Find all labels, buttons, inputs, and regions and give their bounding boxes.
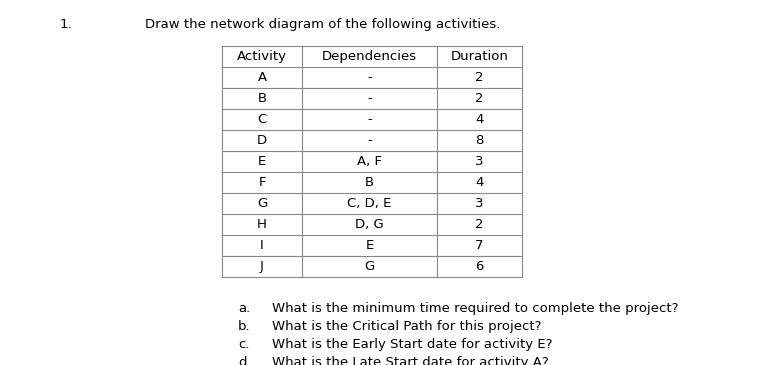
Text: What is the Early Start date for activity E?: What is the Early Start date for activit…	[272, 338, 553, 351]
Text: a.: a.	[238, 302, 250, 315]
Text: 6: 6	[476, 260, 483, 273]
Text: 2: 2	[475, 218, 483, 231]
Text: 4: 4	[476, 113, 483, 126]
Text: 3: 3	[475, 197, 483, 210]
Text: 7: 7	[475, 239, 483, 252]
Text: b.: b.	[238, 320, 251, 333]
Text: G: G	[365, 260, 375, 273]
Text: -: -	[367, 134, 372, 147]
Text: -: -	[367, 113, 372, 126]
Text: 8: 8	[476, 134, 483, 147]
Text: 3: 3	[475, 155, 483, 168]
Text: What is the Late Start date for activity A?: What is the Late Start date for activity…	[272, 356, 549, 365]
Text: J: J	[260, 260, 264, 273]
Text: I: I	[260, 239, 264, 252]
Text: A, F: A, F	[357, 155, 382, 168]
Text: D, G: D, G	[355, 218, 384, 231]
Text: B: B	[365, 176, 374, 189]
Text: A: A	[258, 71, 267, 84]
Text: -: -	[367, 71, 372, 84]
Text: Dependencies: Dependencies	[322, 50, 417, 63]
Text: d.: d.	[238, 356, 251, 365]
Text: 2: 2	[475, 92, 483, 105]
Text: Draw the network diagram of the following activities.: Draw the network diagram of the followin…	[145, 18, 501, 31]
Text: C: C	[258, 113, 267, 126]
Text: F: F	[258, 176, 265, 189]
Text: E: E	[258, 155, 266, 168]
Text: -: -	[367, 92, 372, 105]
Text: B: B	[258, 92, 267, 105]
Text: 1.: 1.	[60, 18, 73, 31]
Text: E: E	[365, 239, 373, 252]
Text: Duration: Duration	[451, 50, 508, 63]
Text: c.: c.	[238, 338, 250, 351]
Text: Activity: Activity	[237, 50, 287, 63]
Text: 4: 4	[476, 176, 483, 189]
Text: G: G	[257, 197, 267, 210]
Text: What is the Critical Path for this project?: What is the Critical Path for this proje…	[272, 320, 542, 333]
Text: C, D, E: C, D, E	[348, 197, 392, 210]
Text: H: H	[257, 218, 267, 231]
Text: What is the minimum time required to complete the project?: What is the minimum time required to com…	[272, 302, 678, 315]
Text: 2: 2	[475, 71, 483, 84]
Text: D: D	[257, 134, 267, 147]
